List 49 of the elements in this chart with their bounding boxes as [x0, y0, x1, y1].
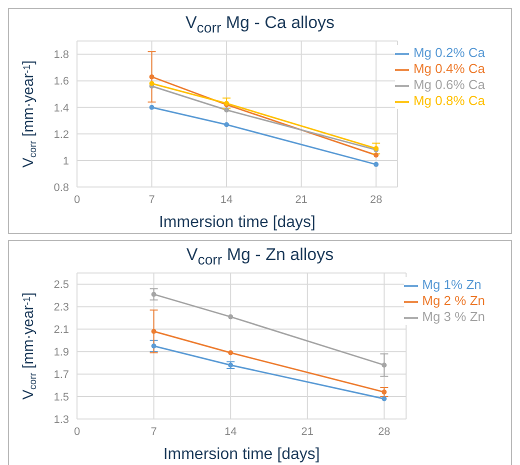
chart-title: V$_{corr}$ Mg - Ca alloys — [184, 12, 336, 37]
chart-title: V$_{corr}$ Mg - Zn alloys — [185, 244, 335, 269]
legend-label: Mg 0.8% Ca — [413, 93, 485, 108]
x-tick-label: 28 — [378, 426, 390, 438]
legend-label: Mg 3 % Zn — [422, 309, 485, 324]
legend-label: Mg 2 % Zn — [422, 293, 485, 308]
x-tick-label: 7 — [148, 194, 155, 206]
point — [151, 292, 156, 297]
y-tick-label: 1.5 — [54, 391, 69, 404]
y-tick-label: 1.9 — [54, 346, 69, 359]
point — [228, 314, 234, 320]
x-axis-title: Immersion time [days] — [163, 446, 320, 463]
y-tick-label: 1.7 — [54, 368, 69, 381]
legend-label: Mg 0.4% Ca — [413, 61, 485, 76]
y-tick-label: 1.3 — [54, 414, 69, 426]
point — [224, 122, 230, 128]
x-tick-label: 21 — [301, 426, 314, 438]
y-tick-label: 1.4 — [54, 102, 69, 114]
x-tick-label: 7 — [150, 426, 157, 438]
y-tick-label: 0.8 — [54, 182, 69, 194]
point — [374, 162, 379, 167]
point — [149, 74, 154, 80]
y-tick-label: 1.8 — [54, 49, 69, 62]
y-tick-label: 1.2 — [54, 128, 69, 141]
point — [151, 344, 156, 348]
x-axis-title: Immersion time [days] — [158, 214, 316, 231]
y-tick-label: 2.1 — [54, 324, 69, 336]
point — [228, 350, 234, 356]
x-tick-label: 14 — [224, 426, 237, 438]
point — [382, 396, 387, 402]
x-tick-label: 0 — [74, 194, 80, 206]
y-tick-label: 1.6 — [54, 76, 69, 88]
point — [151, 328, 156, 334]
point — [149, 80, 154, 86]
x-tick-label: 28 — [370, 194, 382, 206]
legend-label: Mg 0.2% Ca — [413, 45, 485, 60]
point — [149, 104, 154, 110]
y-tick-label: 2.5 — [54, 279, 69, 292]
y-tick-label: 2.3 — [54, 302, 69, 314]
legend-label: Mg 1% Zn — [422, 277, 482, 292]
y-tick-label: 1 — [62, 155, 69, 168]
legend-label: Mg 0.6% Ca — [413, 77, 485, 92]
point — [224, 108, 230, 113]
x-tick-label: 0 — [74, 426, 80, 438]
point — [382, 390, 387, 395]
point — [374, 152, 379, 158]
point — [382, 362, 387, 368]
x-tick-label: 21 — [295, 194, 308, 206]
x-tick-label: 14 — [220, 194, 233, 206]
